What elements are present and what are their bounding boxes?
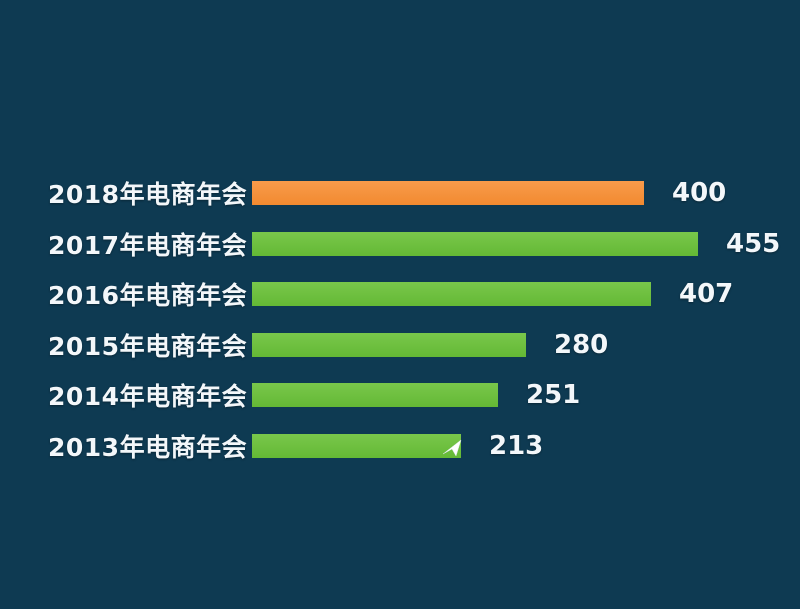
- bar-chart: 2018年电商年会 400 2017年电商年会 455 2016年电商年会 40…: [48, 168, 780, 472]
- value-label-2017: 455: [726, 228, 781, 259]
- mouse-cursor-icon: [442, 439, 462, 457]
- bar-2016[interactable]: [252, 282, 651, 307]
- value-label-2015: 280: [554, 329, 609, 360]
- bar-row-2013: 2013年电商年会 213: [48, 421, 768, 472]
- bar-2018[interactable]: [252, 181, 644, 206]
- value-label-2013: 213: [489, 430, 544, 461]
- category-label-2014: 2014年电商年会: [48, 382, 248, 412]
- bar-row-2018: 2018年电商年会 400: [48, 168, 768, 219]
- value-label-2018: 400: [672, 178, 727, 209]
- value-label-2014: 251: [526, 380, 581, 411]
- category-label-2017: 2017年电商年会: [48, 230, 248, 260]
- bar-2013[interactable]: [252, 433, 461, 458]
- bar-row-2017: 2017年电商年会 455: [48, 219, 780, 270]
- value-label-2016: 407: [679, 279, 734, 310]
- category-label-2018: 2018年电商年会: [48, 180, 248, 210]
- bar-row-2015: 2015年电商年会 280: [48, 320, 768, 371]
- bar-2015[interactable]: [252, 332, 526, 357]
- category-label-2016: 2016年电商年会: [48, 281, 248, 311]
- category-label-2013: 2013年电商年会: [48, 432, 248, 462]
- category-label-2015: 2015年电商年会: [48, 331, 248, 361]
- bar-2017[interactable]: [252, 231, 698, 256]
- bar-row-2016: 2016年电商年会 407: [48, 269, 768, 320]
- bar-2014[interactable]: [252, 383, 498, 408]
- bar-row-2014: 2014年电商年会 251: [48, 370, 768, 421]
